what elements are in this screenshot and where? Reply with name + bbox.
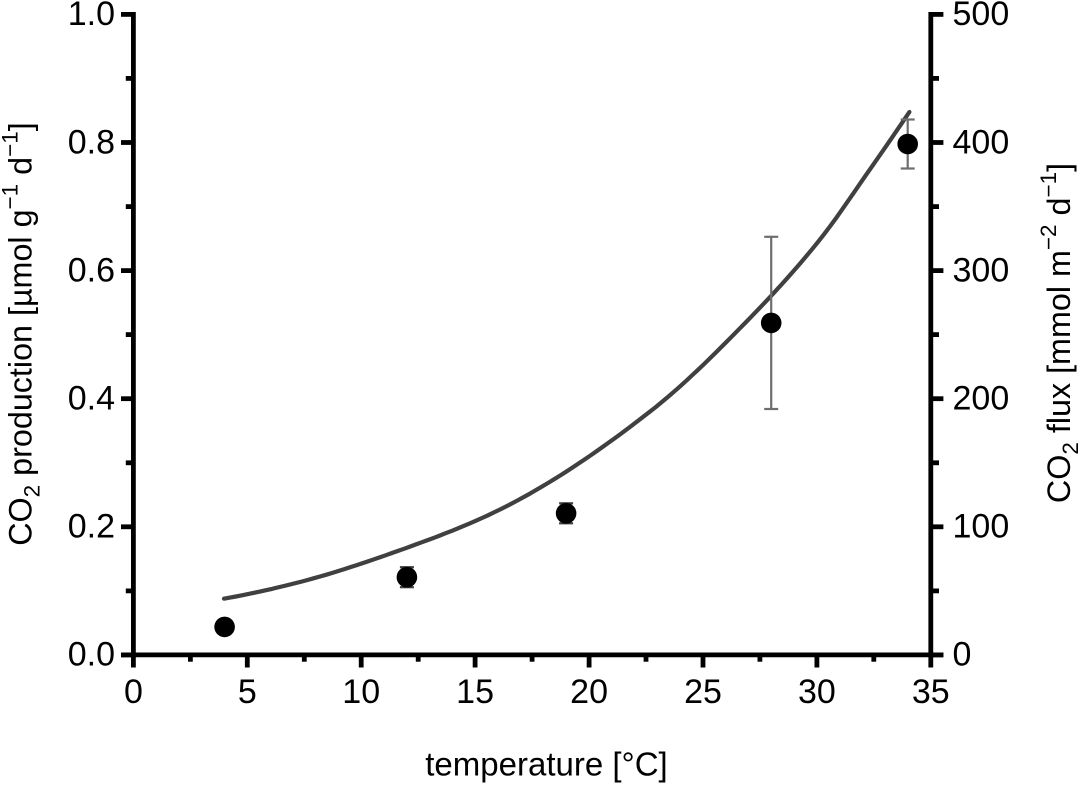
svg-text:300: 300 [953,251,1010,289]
svg-text:0.4: 0.4 [68,380,115,418]
svg-text:400: 400 [953,123,1010,161]
svg-text:temperature [°C]: temperature [°C] [425,746,667,783]
svg-text:35: 35 [912,673,950,711]
svg-text:15: 15 [456,673,494,711]
svg-text:25: 25 [684,673,722,711]
svg-text:30: 30 [798,673,836,711]
svg-text:200: 200 [953,380,1010,418]
svg-text:1.0: 1.0 [68,0,115,33]
svg-text:10: 10 [342,673,380,711]
svg-text:0.0: 0.0 [68,636,115,674]
svg-text:0: 0 [124,673,143,711]
svg-text:20: 20 [570,673,608,711]
svg-text:0.8: 0.8 [68,123,115,161]
svg-text:5: 5 [238,673,257,711]
svg-text:0: 0 [953,636,972,674]
svg-text:500: 500 [953,0,1010,33]
svg-text:0.6: 0.6 [68,251,115,289]
svg-text:100: 100 [953,508,1010,546]
svg-text:0.2: 0.2 [68,508,115,546]
